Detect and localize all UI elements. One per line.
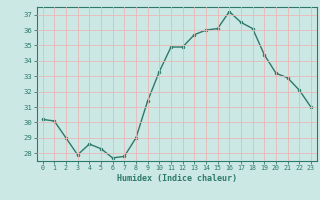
X-axis label: Humidex (Indice chaleur): Humidex (Indice chaleur): [117, 174, 237, 183]
